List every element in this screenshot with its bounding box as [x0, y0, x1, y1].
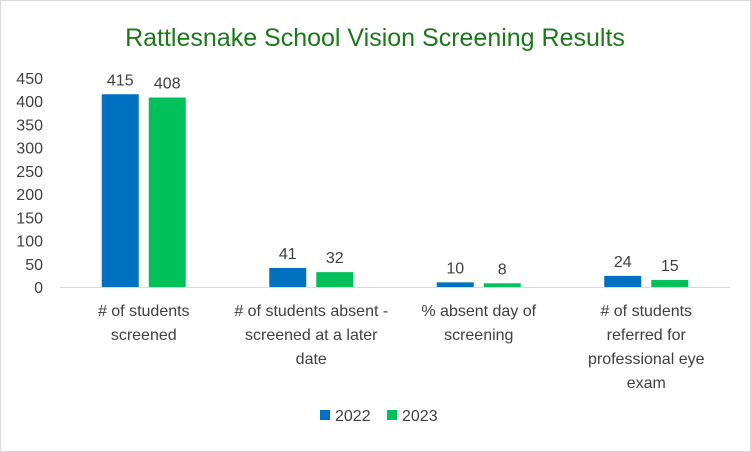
data-label: 15: [661, 258, 679, 275]
bar-2022-2: [269, 267, 307, 287]
y-tick-label: 400: [16, 94, 43, 111]
data-label: 415: [107, 72, 134, 89]
bar-2023-2: [316, 272, 354, 287]
bar-2023-3: [483, 283, 521, 287]
x-category-label: # of students screened: [98, 303, 190, 344]
data-label: 408: [154, 76, 181, 93]
chart-title: Rattlesnake School Vision Screening Resu…: [125, 24, 625, 52]
y-tick-label: 350: [16, 117, 43, 134]
data-label: 24: [614, 254, 632, 271]
y-tick-label: 150: [16, 210, 43, 227]
x-category-label: # of students absent -screened at a late…: [234, 303, 388, 368]
y-tick-label: 50: [25, 257, 43, 274]
data-label: 41: [279, 246, 297, 263]
y-tick-label: 100: [16, 234, 43, 251]
y-tick-label: 0: [34, 280, 43, 297]
y-tick-label: 300: [16, 141, 43, 158]
legend-swatch-2023: [387, 410, 397, 420]
legend-swatch-2022: [320, 410, 330, 420]
bar-2022-4: [604, 275, 642, 287]
bar-2023-4: [651, 280, 689, 287]
x-category-label: % absent day of screening: [421, 303, 536, 344]
bar-2022-1: [101, 94, 139, 287]
y-tick-label: 450: [16, 71, 43, 88]
bar-2023-1: [148, 97, 186, 287]
data-label: 32: [326, 250, 344, 267]
y-axis: 0 50 100 150 200 250 300 350 400 450: [16, 71, 43, 297]
bar-2022-3: [436, 282, 474, 287]
y-tick-label: 250: [16, 164, 43, 181]
y-tick-label: 200: [16, 187, 43, 204]
plot-area: 415 408 41 32 10 8 24 15: [101, 72, 689, 287]
legend-label: 2023: [402, 408, 438, 425]
data-label: 10: [446, 260, 464, 277]
x-category-label: # of students referred for professional ey…: [588, 303, 705, 392]
data-label: 8: [498, 261, 507, 278]
legend: 2022 2023: [320, 408, 438, 425]
legend-label: 2022: [335, 408, 371, 425]
x-axis: # of students screened # of students absen…: [98, 303, 705, 392]
